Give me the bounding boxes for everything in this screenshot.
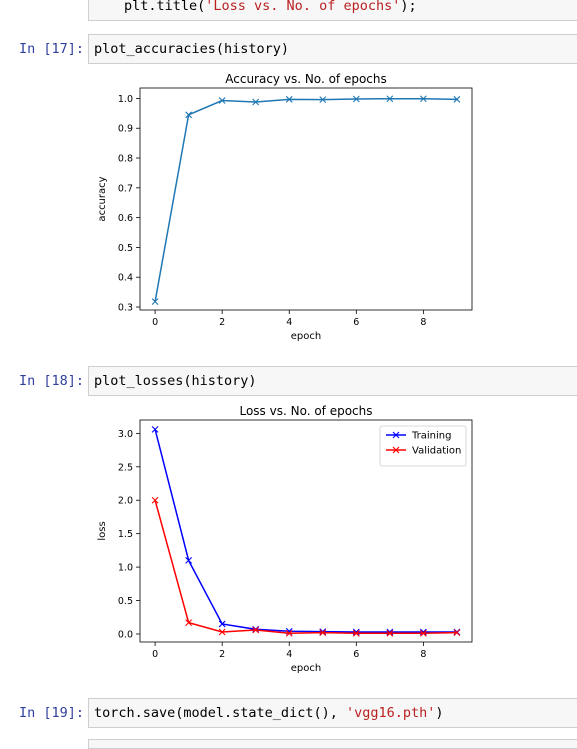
data-point-marker: [352, 629, 360, 637]
code-string: 'Loss vs. No. of epochs': [205, 0, 401, 14]
data-point-marker: [285, 95, 293, 103]
x-axis-label: epoch: [291, 331, 321, 342]
data-point-marker: [151, 496, 159, 504]
code-text: plot_accuracies(history): [94, 41, 290, 57]
data-point-marker: [319, 96, 327, 104]
y-tick-label: 0.5: [118, 243, 133, 254]
code-cell-plot-accuracies[interactable]: plot_accuracies(history): [88, 34, 577, 64]
data-point-marker: [185, 111, 193, 119]
y-tick-label: 2.5: [118, 462, 133, 473]
data-point-marker: [419, 629, 427, 637]
x-tick-label: 8: [420, 649, 426, 660]
data-point-marker: [419, 95, 427, 103]
y-tick-label: 0.3: [118, 303, 133, 314]
plot-frame: [139, 419, 473, 643]
data-point-marker: [218, 620, 226, 628]
data-point-marker: [185, 619, 193, 626]
accuracy-chart: Accuracy vs. No. of epochs 0 2 4 6 8 0.3 0.4 0.5…: [97, 72, 473, 342]
y-tick-label: 1.5: [118, 529, 133, 540]
x-tick-label: 0: [152, 649, 158, 660]
series-line: [154, 97, 457, 302]
y-tick-label: 2.0: [118, 496, 133, 507]
data-point-marker: [453, 95, 461, 103]
x-tick-label: 4: [286, 317, 292, 328]
loss-chart: Loss vs. No. of epochs 0 2 4 6 8 0.0 0.5 1.0 1.5 2…: [97, 404, 473, 674]
data-point-marker: [386, 95, 394, 103]
data-point-marker: [252, 98, 260, 106]
x-tick-label: 2: [219, 649, 225, 660]
cell-prompt: In [17]:: [18, 41, 84, 57]
x-tick-label: 2: [219, 317, 225, 328]
y-tick-label: 0.0: [118, 629, 133, 640]
x-tick-label: 0: [152, 317, 158, 328]
y-tick-label: 0.6: [118, 213, 133, 224]
y-tick-label: 0.7: [118, 183, 133, 194]
data-point-marker: [151, 298, 159, 306]
legend-label: Validation: [412, 446, 461, 457]
y-axis-label: loss: [97, 521, 108, 540]
chart-title: Accuracy vs. No. of epochs: [225, 72, 387, 86]
y-tick-label: 0.8: [118, 154, 133, 165]
data-point-marker: [352, 95, 360, 103]
code-text: torch.save(model.state_dict(),: [94, 705, 346, 721]
legend-marker: [392, 446, 400, 454]
data-point-marker: [218, 628, 226, 636]
x-tick-label: 8: [420, 317, 426, 328]
y-tick-label: 0.9: [118, 124, 133, 135]
prev-code-line: plt.title('Loss vs. No. of epochs');: [94, 0, 417, 14]
x-axis-label: epoch: [291, 663, 321, 674]
x-tick-label: 4: [286, 649, 292, 660]
y-tick-label: 0.4: [118, 273, 133, 284]
data-point-marker: [285, 629, 293, 637]
code-cell-torch-save[interactable]: torch.save(model.state_dict(), 'vgg16.pt…: [88, 698, 577, 728]
code-cell-plot-losses[interactable]: plot_losses(history): [88, 366, 577, 396]
code-text: ): [435, 705, 444, 721]
y-tick-label: 3.0: [118, 429, 133, 440]
series-line: [154, 500, 457, 635]
data-point-marker: [386, 629, 394, 637]
data-point-marker: [151, 425, 159, 433]
legend-label: Training: [411, 431, 451, 442]
code-text: );: [400, 0, 417, 14]
prev-code-cell[interactable]: plt.title('Loss vs. No. of epochs');: [88, 0, 577, 21]
y-axis-label: accuracy: [97, 176, 108, 221]
legend-box: [379, 425, 467, 467]
cell-prompt: In [19]:: [18, 705, 84, 721]
code-text: plt.title(: [124, 0, 206, 14]
data-point-marker: [252, 626, 260, 634]
y-tick-label: 1.0: [118, 94, 133, 105]
cell-prompt: In [18]:: [18, 373, 84, 389]
code-string: 'vgg16.pth': [345, 705, 436, 721]
data-point-marker: [319, 629, 327, 637]
x-tick-label: 6: [353, 317, 359, 328]
data-point-marker: [319, 628, 327, 636]
data-point-marker: [453, 629, 461, 637]
code-text: plot_losses(history): [94, 373, 257, 389]
y-tick-label: 0.5: [118, 596, 133, 607]
data-point-marker: [185, 557, 193, 564]
next-code-cell[interactable]: [88, 739, 577, 749]
chart-title: Loss vs. No. of epochs: [239, 404, 372, 418]
data-point-marker: [218, 97, 226, 104]
legend-marker: [392, 431, 400, 439]
series-line: [154, 429, 457, 633]
y-tick-label: 1.0: [118, 563, 133, 574]
x-tick-label: 6: [353, 649, 359, 660]
plot-frame: [139, 87, 473, 311]
